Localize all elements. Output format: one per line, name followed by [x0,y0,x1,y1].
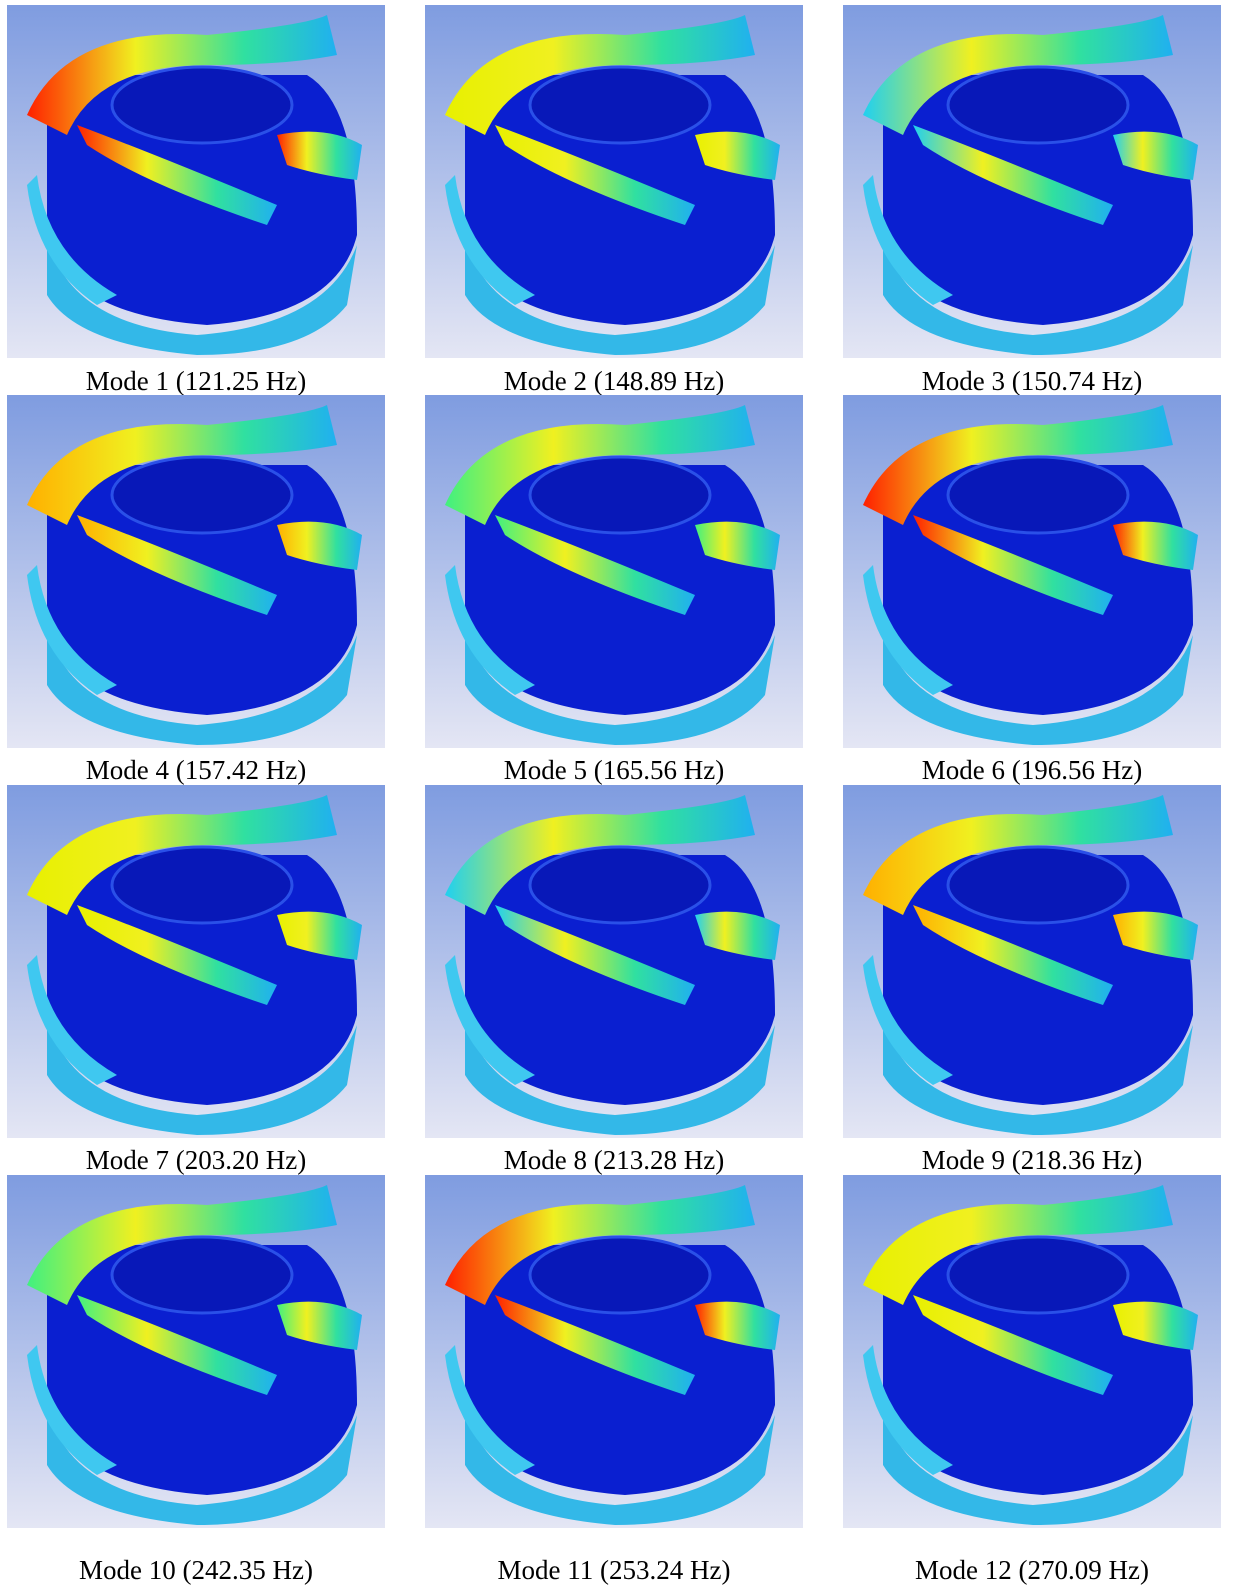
mode-shape-image [425,785,803,1138]
cylinder-top [948,67,1128,143]
caption: Mode 10 (242.35 Hz) [7,1555,385,1585]
mode-shape-image [843,1175,1221,1528]
caption: Mode 9 (218.36 Hz) [843,1145,1221,1175]
cylinder-top [530,847,710,923]
caption: Mode 2 (148.89 Hz) [425,366,803,396]
mode-shape-image [7,395,385,748]
mode-shape-image [425,5,803,358]
mode-shape-image [843,5,1221,358]
caption: Mode 7 (203.20 Hz) [7,1145,385,1175]
mode-shape-image [7,1175,385,1528]
caption: Mode 1 (121.25 Hz) [7,366,385,396]
caption: Mode 5 (165.56 Hz) [425,755,803,785]
caption: Mode 8 (213.28 Hz) [425,1145,803,1175]
mode-shape-image [7,785,385,1138]
cylinder-top [112,457,292,533]
mode-shape-image [7,5,385,358]
figure: Mode 1 (121.25 Hz) Mode 2 (148.89 Hz) Mo… [0,0,1244,1596]
mode-shape-image [843,785,1221,1138]
caption: Mode 6 (196.56 Hz) [843,755,1221,785]
cylinder-top [112,67,292,143]
cylinder-top [112,847,292,923]
mode-shape-image [425,395,803,748]
cylinder-top [530,1237,710,1313]
caption: Mode 12 (270.09 Hz) [843,1555,1221,1585]
mode-shape-image [843,395,1221,748]
mode-shape-image [425,1175,803,1528]
cylinder-top [530,457,710,533]
cylinder-top [948,457,1128,533]
cylinder-top [948,847,1128,923]
caption: Mode 3 (150.74 Hz) [843,366,1221,396]
caption: Mode 11 (253.24 Hz) [425,1555,803,1585]
caption: Mode 4 (157.42 Hz) [7,755,385,785]
cylinder-top [112,1237,292,1313]
cylinder-top [530,67,710,143]
cylinder-top [948,1237,1128,1313]
